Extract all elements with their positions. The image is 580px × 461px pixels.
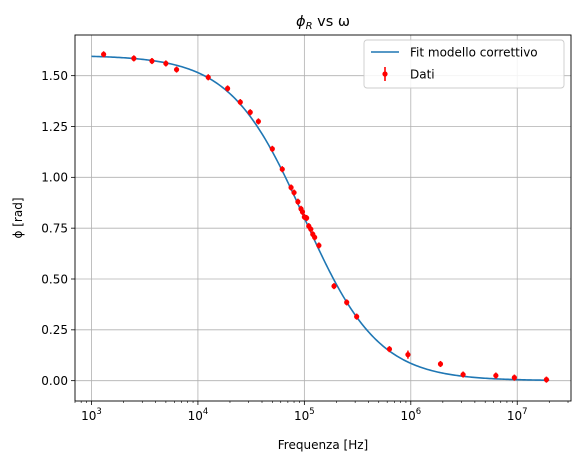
data-marker [173, 66, 180, 73]
data-marker [131, 55, 137, 61]
y-tick-label: 0.25 [41, 323, 68, 337]
x-tick-label: 103 [81, 407, 102, 423]
data-marker [255, 118, 262, 125]
data-marker [205, 74, 211, 80]
data-marker [386, 346, 393, 352]
data-point [131, 55, 137, 62]
x-tick-label: 105 [294, 407, 315, 423]
data-point [291, 189, 297, 196]
data-marker [405, 352, 411, 358]
x-tick-label: 106 [400, 407, 421, 423]
data-point [316, 242, 322, 249]
data-marker [288, 184, 294, 191]
data-point [101, 51, 107, 58]
data-marker [101, 51, 107, 57]
data-point [405, 350, 411, 359]
y-tick-label: 0.50 [41, 272, 68, 286]
data-marker [316, 242, 322, 249]
data-series [101, 51, 550, 383]
data-marker [163, 60, 169, 67]
data-point [269, 145, 275, 152]
data-point [543, 376, 550, 383]
data-point [344, 299, 350, 306]
data-point [331, 283, 337, 290]
y-tick-label: 1.50 [41, 69, 68, 83]
data-marker [247, 109, 253, 115]
data-point [308, 226, 314, 233]
x-tick-label: 104 [188, 407, 209, 423]
data-marker [354, 314, 360, 320]
data-point [247, 109, 253, 116]
data-point [295, 198, 301, 205]
data-point [149, 57, 155, 65]
axis-ticks: 103 104 105 106 107 0.00 0.25 0.50 0.75 1.00 1.25 1… [41, 69, 569, 423]
data-marker [304, 215, 310, 221]
x-tick-label: 107 [507, 407, 528, 423]
data-marker [331, 283, 337, 289]
data-marker [299, 209, 306, 215]
data-point [279, 166, 285, 173]
data-marker [543, 377, 550, 383]
data-point [493, 372, 499, 379]
data-marker [437, 361, 444, 367]
y-tick-label: 0.75 [41, 221, 68, 235]
data-point [312, 234, 318, 241]
data-point [173, 66, 180, 73]
data-marker [312, 234, 318, 240]
data-point [386, 346, 393, 353]
y-tick-label: 1.25 [41, 120, 68, 134]
data-point [237, 99, 243, 106]
data-marker [269, 146, 275, 152]
title-subscript: R [306, 21, 313, 32]
data-marker [224, 85, 231, 92]
title-main: ϕ [296, 14, 306, 30]
data-point [511, 374, 517, 381]
data-point [354, 313, 360, 320]
chart-title: ϕR vs ω [296, 14, 350, 32]
legend-box [363, 39, 565, 89]
data-point [304, 214, 310, 222]
data-marker [279, 166, 285, 172]
data-point [224, 85, 231, 92]
legend: Fit modello correttivo Dati [363, 39, 565, 89]
data-marker [295, 199, 301, 205]
data-marker [344, 299, 350, 305]
plot-frame [74, 34, 572, 402]
title-rest: vs ω [313, 14, 351, 30]
data-marker [511, 375, 517, 381]
x-axis-label: Frequenza [Hz] [278, 438, 368, 452]
y-tick-label: 0.00 [41, 374, 68, 388]
data-marker [291, 189, 297, 196]
data-marker [460, 371, 466, 378]
data-point [288, 184, 294, 191]
y-axis-label: ϕ [rad] [11, 198, 25, 239]
data-point [163, 60, 169, 67]
data-point [255, 118, 262, 125]
data-marker [149, 58, 155, 64]
data-marker [237, 99, 243, 105]
legend-data-marker [382, 71, 388, 77]
data-point [437, 360, 444, 368]
data-point [205, 74, 211, 81]
data-point [460, 371, 466, 378]
legend-fit-label: Fit modello correttivo [410, 46, 538, 60]
data-marker [308, 226, 314, 232]
data-marker [493, 372, 499, 379]
legend-data-label: Dati [410, 68, 435, 82]
data-point [299, 208, 306, 215]
y-tick-label: 1.00 [41, 171, 68, 185]
